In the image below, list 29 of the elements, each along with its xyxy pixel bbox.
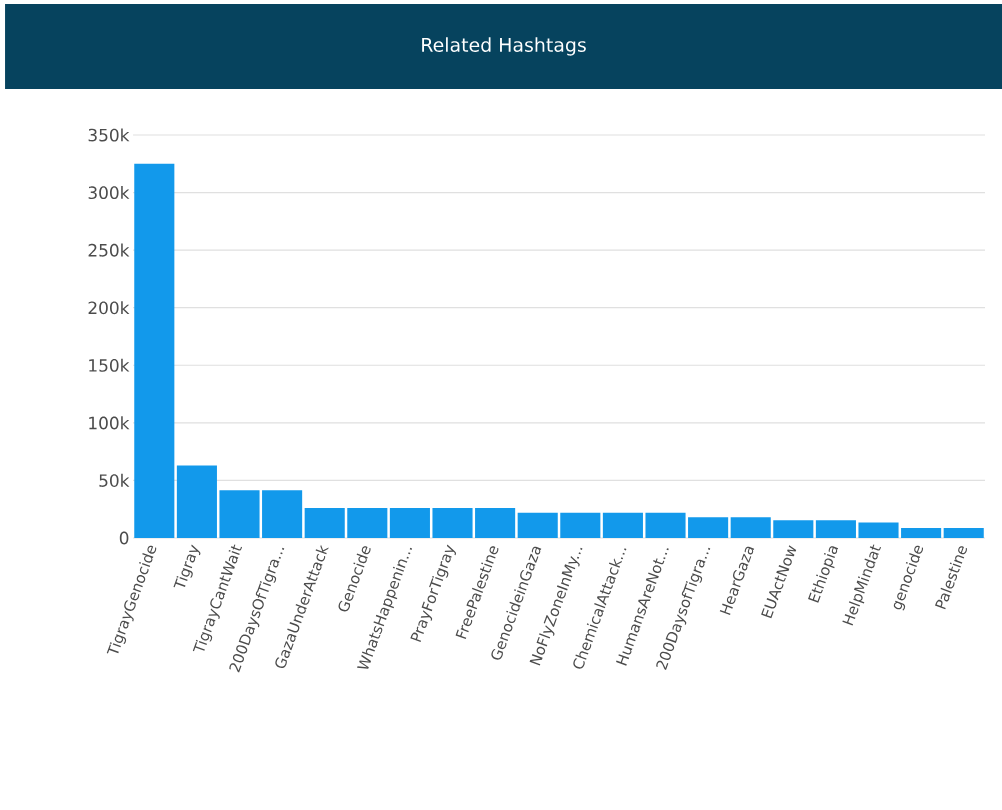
y-tick-label: 50k [99,473,130,487]
bar [730,517,771,538]
bar [389,508,430,538]
bar [901,527,942,538]
bar [645,512,686,538]
y-tick-label: 150k [89,358,130,372]
y-tick-label: 300k [88,185,130,200]
y-tick-label: 350k [88,128,130,142]
bar [560,512,601,538]
bar [219,490,260,538]
bar [517,512,558,538]
y-tick-label: 200k [88,301,130,315]
bar [475,508,516,538]
bar [134,163,175,538]
y-tick-label: 100k [89,416,130,430]
bar [304,508,345,538]
bar [347,508,388,538]
bar [262,490,303,538]
y-tick-label: 0 [119,531,129,545]
bar [602,512,643,538]
bar [858,522,899,538]
y-tick-label: 250k [88,243,130,257]
bar [176,465,217,538]
bar [432,508,473,538]
bar [943,527,984,538]
bar [815,520,856,538]
bar [688,517,729,538]
bar [773,520,814,538]
chart-title: Related Hashtags [422,37,586,56]
